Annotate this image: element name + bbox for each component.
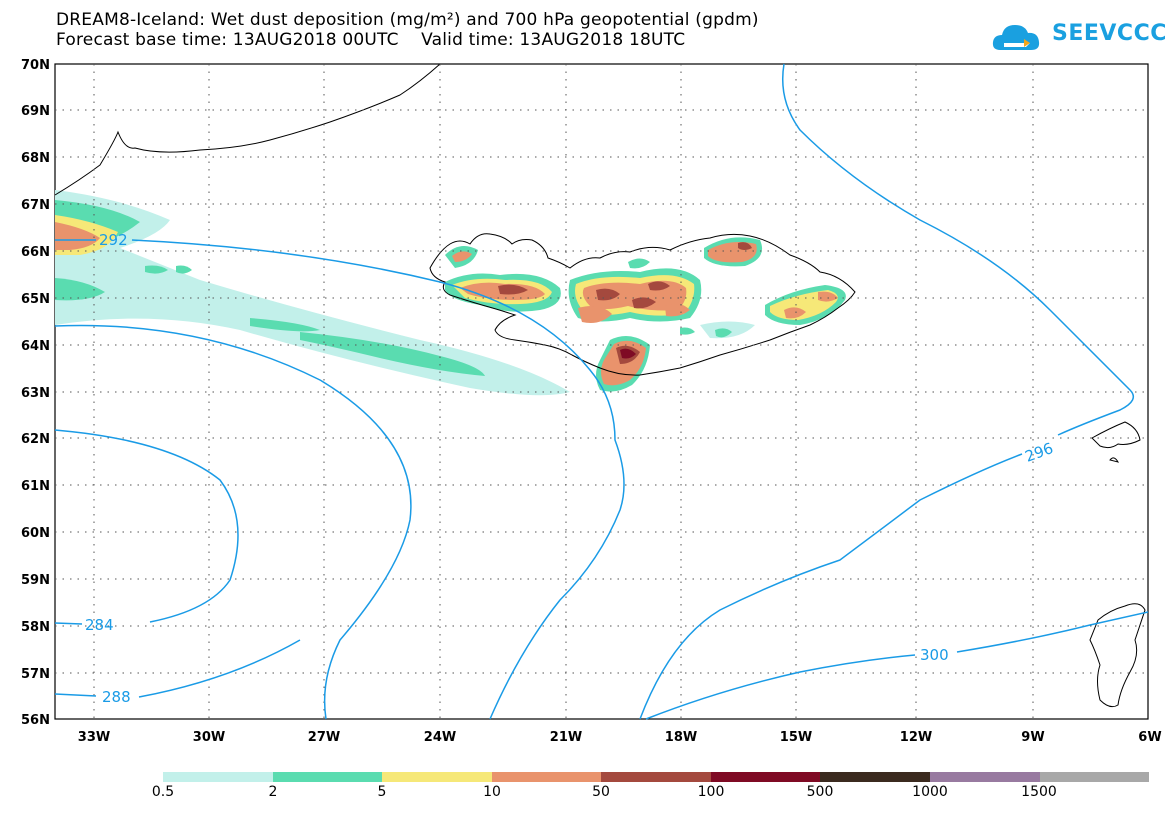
lon-label: 6W <box>1138 730 1161 745</box>
lat-label: 57N <box>21 667 50 682</box>
lat-label: 61N <box>21 479 50 494</box>
legend-swatch <box>820 772 930 782</box>
lon-label: 33W <box>78 730 110 745</box>
legend-swatch <box>491 772 602 782</box>
coastline-layer <box>54 63 1146 708</box>
lon-label: 27W <box>308 730 340 745</box>
contour-label: 288 <box>102 688 131 706</box>
legend-swatch <box>1039 772 1150 782</box>
color-legend <box>163 772 1150 782</box>
map-frame <box>54 63 1149 720</box>
dust-area <box>176 265 192 274</box>
lat-label: 65N <box>21 292 50 307</box>
contour-288 <box>54 324 412 720</box>
dust-area <box>620 348 636 359</box>
dust-area <box>452 251 472 262</box>
legend-swatch <box>601 772 711 782</box>
legend-labels: 0.5 2 5 10 50 100 500 1000 1500 <box>0 784 1175 804</box>
contour-label: 300 <box>920 646 949 664</box>
legend-label: 1000 <box>912 784 948 800</box>
legend-label: 500 <box>806 784 834 800</box>
lat-label: 63N <box>21 386 50 401</box>
contour-label: 284 <box>85 616 114 634</box>
latitude-labels: 70N 69N 68N 67N 66N 65N 64N 63N 62N 61N … <box>21 58 50 728</box>
contour-296 <box>781 63 1135 436</box>
dust-area <box>738 242 752 250</box>
lat-label: 59N <box>21 573 50 588</box>
lat-label: 70N <box>21 58 50 73</box>
dust-area <box>300 332 485 376</box>
map-title-line1: DREAM8-Iceland: Wet dust deposition (mg/… <box>56 10 759 30</box>
dust-area <box>680 327 695 335</box>
lat-label: 66N <box>21 245 50 260</box>
map-title-line2: Forecast base time: 13AUG2018 00UTC Vali… <box>56 30 686 50</box>
dust-area <box>818 291 838 302</box>
dust-area <box>498 284 528 295</box>
geopotential-contours <box>54 63 1149 720</box>
lat-label: 62N <box>21 432 50 447</box>
legend-swatch <box>382 772 492 782</box>
contour-288 <box>138 639 301 698</box>
lat-label: 64N <box>21 339 50 354</box>
lat-label: 68N <box>21 151 50 166</box>
contour-284 <box>54 622 83 625</box>
legend-swatch <box>929 772 1040 782</box>
dust-area <box>55 278 105 301</box>
dust-area <box>145 265 168 274</box>
legend-label: 10 <box>483 784 501 800</box>
greenland-coast <box>54 63 441 196</box>
lat-label: 69N <box>21 104 50 119</box>
lat-label: 60N <box>21 526 50 541</box>
dust-area <box>250 318 320 332</box>
dust-area <box>648 281 670 291</box>
lat-label: 56N <box>21 713 50 728</box>
dust-area <box>632 297 656 309</box>
lon-label: 21W <box>550 730 582 745</box>
faroe-coast <box>1091 421 1141 449</box>
logo-text: SEEVCCC <box>1052 21 1167 46</box>
contour-288 <box>54 693 97 697</box>
contour-284 <box>54 429 239 623</box>
contour-300 <box>956 611 1149 653</box>
legend-label: 100 <box>697 784 725 800</box>
contour-300 <box>645 654 916 720</box>
legend-label: 5 <box>377 784 387 800</box>
longitude-labels: 33W 30W 27W 24W 21W 18W 15W 12W 9W 6W <box>78 730 1162 745</box>
lat-label: 67N <box>21 198 50 213</box>
cloud-icon <box>992 25 1040 50</box>
faroe-coast <box>1109 457 1120 463</box>
lon-label: 9W <box>1021 730 1044 745</box>
dust-area <box>665 303 690 317</box>
legend-swatch <box>710 772 821 782</box>
legend-label: 50 <box>592 784 610 800</box>
legend-swatch <box>272 772 383 782</box>
lon-label: 30W <box>193 730 225 745</box>
lon-label: 12W <box>900 730 932 745</box>
contour-292 <box>131 239 625 720</box>
dust-area <box>578 306 612 323</box>
lon-label: 24W <box>424 730 456 745</box>
iceland-coast <box>429 233 856 376</box>
legend-label: 2 <box>268 784 278 800</box>
dust-area <box>55 222 100 250</box>
dust-area <box>784 307 806 319</box>
dust-deposition-layer <box>55 190 846 396</box>
contour-label: 292 <box>99 231 128 249</box>
lon-label: 18W <box>665 730 697 745</box>
legend-label: 1500 <box>1021 784 1057 800</box>
dust-area <box>596 288 620 301</box>
legend-label: 0.5 <box>151 784 175 800</box>
contour-296 <box>639 453 1023 720</box>
dust-area <box>628 258 650 269</box>
dust-area <box>715 328 732 338</box>
lat-label: 58N <box>21 620 50 635</box>
scotland-coast <box>1089 603 1146 708</box>
lon-label: 15W <box>780 730 812 745</box>
legend-swatch <box>163 772 273 782</box>
